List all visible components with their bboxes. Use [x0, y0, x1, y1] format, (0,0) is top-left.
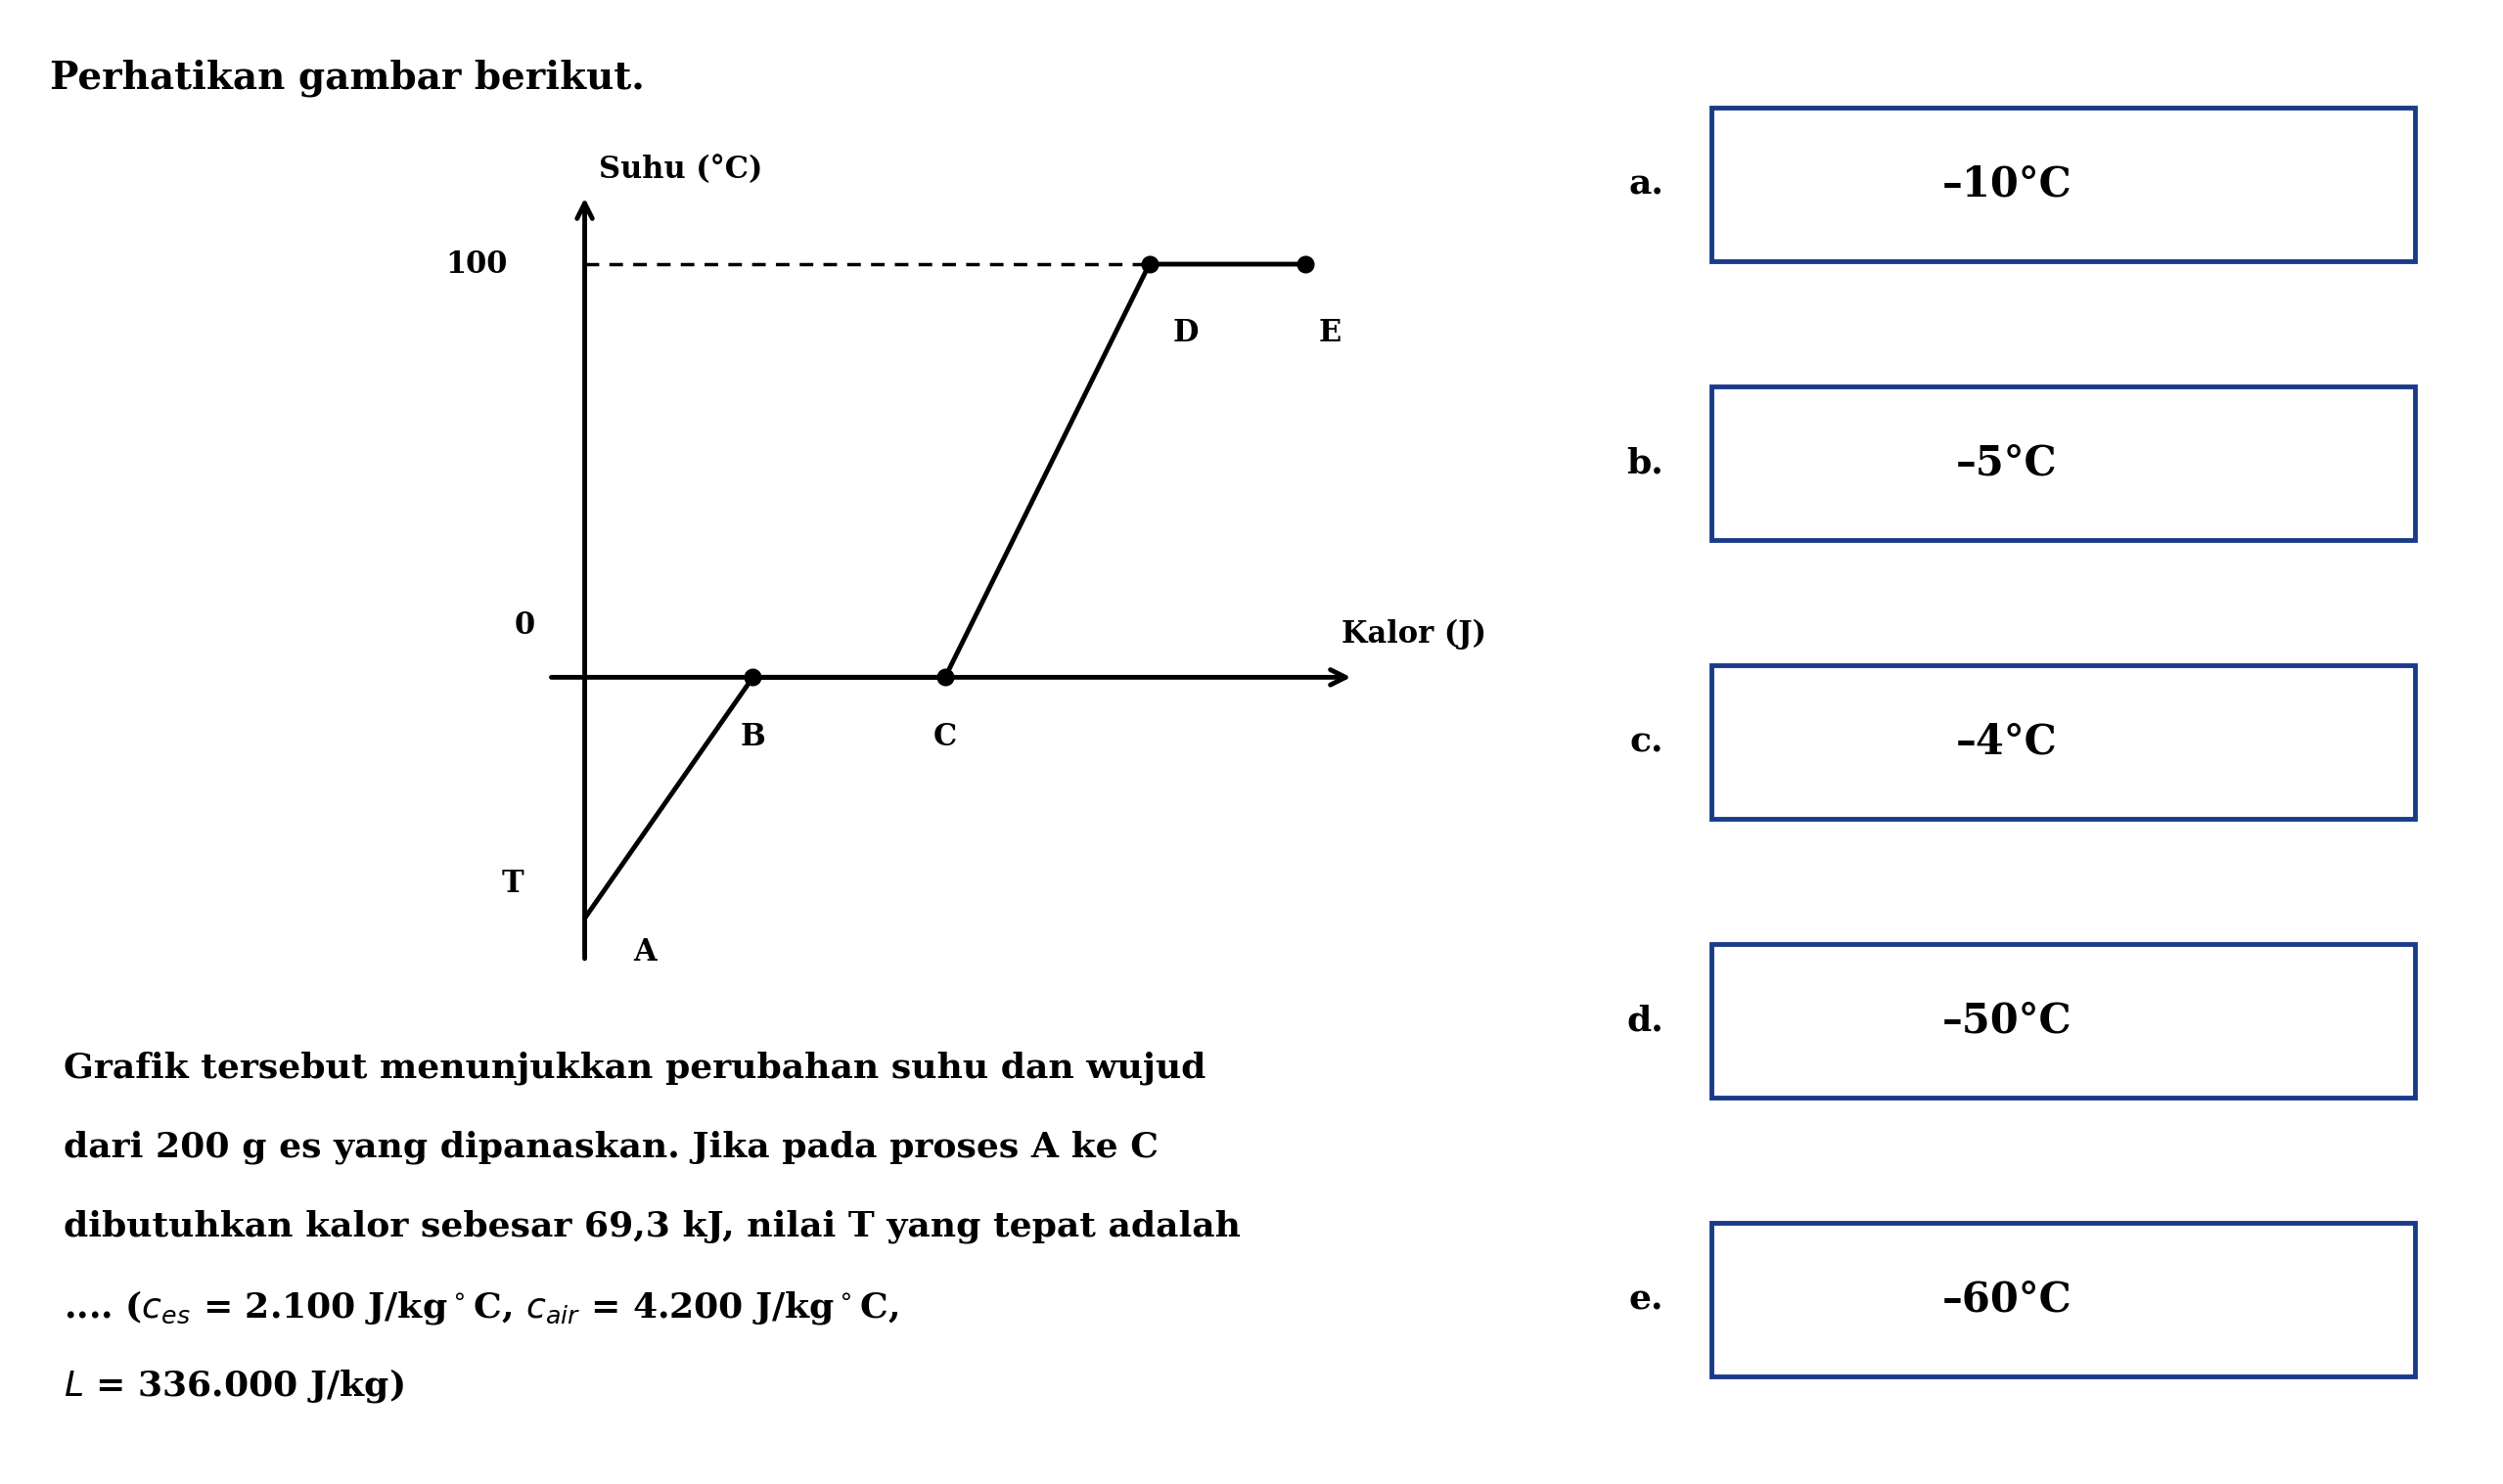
Text: $L$ = 336.000 J/kg): $L$ = 336.000 J/kg)	[65, 1367, 405, 1405]
Text: –60°C: –60°C	[1942, 1279, 2072, 1321]
Text: A: A	[633, 938, 656, 968]
Text: E: E	[1319, 318, 1342, 349]
Text: 100: 100	[446, 249, 508, 279]
FancyBboxPatch shape	[1712, 665, 2415, 819]
Text: Perhatikan gambar berikut.: Perhatikan gambar berikut.	[50, 59, 646, 96]
Text: C: C	[934, 723, 956, 752]
Text: B: B	[741, 723, 766, 752]
Text: a.: a.	[1629, 168, 1664, 200]
FancyBboxPatch shape	[1712, 107, 2415, 261]
Text: –50°C: –50°C	[1942, 1000, 2072, 1042]
Text: Kalor (J): Kalor (J)	[1342, 619, 1487, 650]
Text: –5°C: –5°C	[1955, 442, 2057, 484]
Text: b.: b.	[1627, 447, 1664, 479]
Text: D: D	[1171, 318, 1199, 349]
Text: d.: d.	[1627, 1005, 1664, 1037]
Text: Grafik tersebut menunjukkan perubahan suhu dan wujud: Grafik tersebut menunjukkan perubahan su…	[65, 1051, 1206, 1085]
Text: c.: c.	[1629, 726, 1664, 758]
Text: Suhu (°C): Suhu (°C)	[598, 154, 763, 184]
FancyBboxPatch shape	[1712, 1223, 2415, 1377]
Text: dari 200 g es yang dipanaskan. Jika pada proses A ke C: dari 200 g es yang dipanaskan. Jika pada…	[65, 1131, 1159, 1163]
Text: e.: e.	[1629, 1284, 1664, 1316]
FancyBboxPatch shape	[1712, 386, 2415, 540]
Text: dibutuhkan kalor sebesar 69,3 kJ, nilai T yang tepat adalah: dibutuhkan kalor sebesar 69,3 kJ, nilai …	[65, 1209, 1241, 1244]
FancyBboxPatch shape	[1712, 944, 2415, 1098]
Text: .... ($c_{es}$ = 2.100 J/kg$^\circ$C, $c_{air}$ = 4.200 J/kg$^\circ$C,: .... ($c_{es}$ = 2.100 J/kg$^\circ$C, $c…	[65, 1288, 899, 1327]
Text: –10°C: –10°C	[1942, 163, 2072, 205]
Text: –4°C: –4°C	[1955, 721, 2057, 763]
Text: 0: 0	[513, 610, 536, 641]
Text: T: T	[501, 868, 523, 899]
